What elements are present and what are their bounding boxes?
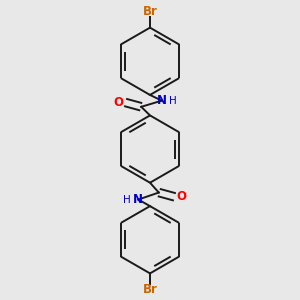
Text: O: O (114, 96, 124, 109)
Text: O: O (176, 190, 186, 203)
Text: H: H (123, 195, 131, 205)
Text: Br: Br (142, 5, 158, 18)
Text: N: N (157, 94, 167, 107)
Text: N: N (133, 193, 143, 206)
Text: H: H (169, 96, 177, 106)
Text: Br: Br (142, 283, 158, 296)
